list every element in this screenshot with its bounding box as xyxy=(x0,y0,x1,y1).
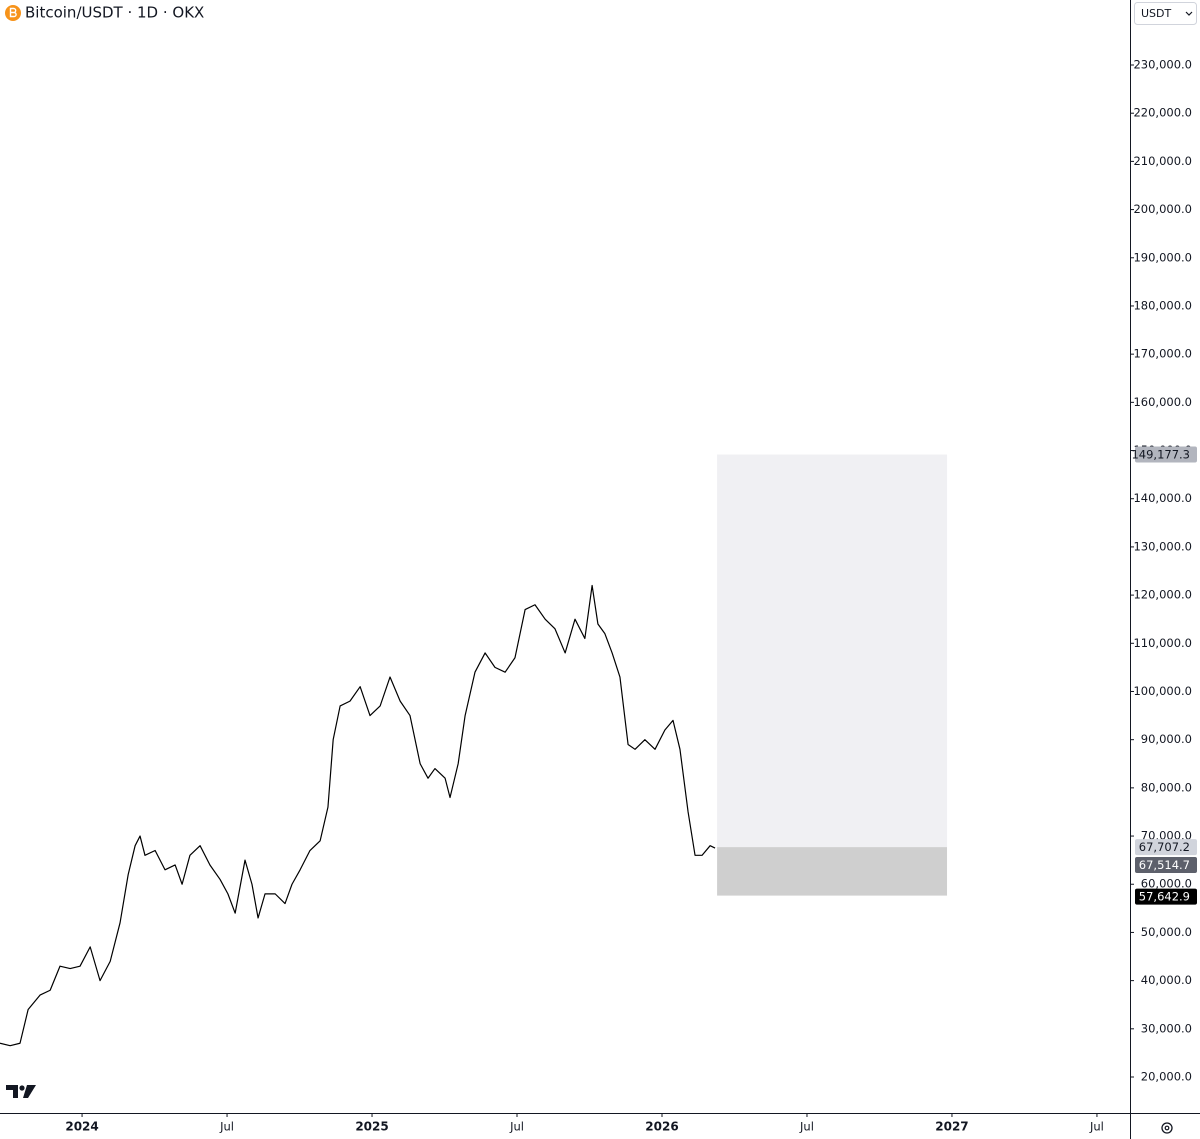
y-tick-label: 80,000.0 xyxy=(1141,780,1192,794)
x-tick-label: Jul xyxy=(509,1120,524,1134)
y-tick-label: 140,000.0 xyxy=(1133,491,1192,505)
x-tick-label: 2027 xyxy=(935,1120,968,1134)
tradingview-logo xyxy=(6,1085,36,1098)
x-tick-label: 2026 xyxy=(645,1120,678,1134)
y-tick-label: 200,000.0 xyxy=(1133,202,1192,216)
currency-select[interactable]: USDT xyxy=(1134,2,1197,25)
y-tick-label: 40,000.0 xyxy=(1141,973,1192,987)
profit-zone xyxy=(717,454,948,848)
logo-part xyxy=(23,1085,36,1098)
current-price-box xyxy=(1135,857,1197,874)
settings-icon[interactable] xyxy=(1161,1122,1173,1134)
y-tick-label: 30,000.0 xyxy=(1141,1021,1192,1035)
target-price-box xyxy=(1135,446,1197,463)
entry-price-box xyxy=(1135,839,1197,856)
y-tick-label: 90,000.0 xyxy=(1141,732,1192,746)
y-tick-label: 190,000.0 xyxy=(1133,250,1192,264)
y-tick-label: 70,000.0 xyxy=(1141,829,1192,843)
logo-part xyxy=(19,1085,25,1091)
entry-price-text: 67,707.2 xyxy=(1139,840,1190,854)
loss-zone xyxy=(717,847,948,896)
y-tick-label: 170,000.0 xyxy=(1133,347,1192,361)
y-tick-label: 160,000.0 xyxy=(1133,395,1192,409)
dropdown-arrow[interactable] xyxy=(1185,11,1193,16)
y-tick-label: 220,000.0 xyxy=(1133,106,1192,120)
price-line xyxy=(0,584,716,1047)
chart-title: Bitcoin/USDT · 1D · OKX xyxy=(25,4,204,22)
currency-select-box[interactable] xyxy=(1134,2,1197,25)
y-tick-label: 230,000.0 xyxy=(1133,58,1192,72)
settings-button[interactable] xyxy=(1161,1122,1173,1134)
target-price-text: 149,177.3 xyxy=(1131,447,1190,461)
x-tick-label: 2024 xyxy=(65,1120,98,1134)
settings-icon-center[interactable] xyxy=(1164,1125,1170,1131)
y-tick-label: 130,000.0 xyxy=(1133,539,1192,553)
stop-price-text: 57,642.9 xyxy=(1139,890,1190,904)
stop-price-box xyxy=(1135,888,1197,905)
logo-part xyxy=(6,1085,18,1098)
plot-area xyxy=(0,454,948,1047)
y-tick-label: 120,000.0 xyxy=(1133,588,1192,602)
x-tick-label: Jul xyxy=(1089,1120,1104,1134)
y-tick-label: 180,000.0 xyxy=(1133,298,1192,312)
y-tick-label: 20,000.0 xyxy=(1141,1070,1192,1084)
y-tick-label: 210,000.0 xyxy=(1133,154,1192,168)
current-price-text: 67,514.7 xyxy=(1139,858,1190,872)
y-tick-label: 100,000.0 xyxy=(1133,684,1192,698)
x-tick-label: Jul xyxy=(799,1120,814,1134)
x-tick-label: 2025 xyxy=(355,1120,388,1134)
symbol-icon xyxy=(5,5,21,21)
y-tick-label: 60,000.0 xyxy=(1141,877,1192,891)
x-tick-label: Jul xyxy=(219,1120,234,1134)
bitcoin-glyph xyxy=(9,7,17,18)
currency-label[interactable]: USDT xyxy=(1141,7,1172,20)
y-tick-label: 110,000.0 xyxy=(1133,636,1192,650)
y-tick-label: 50,000.0 xyxy=(1141,925,1192,939)
